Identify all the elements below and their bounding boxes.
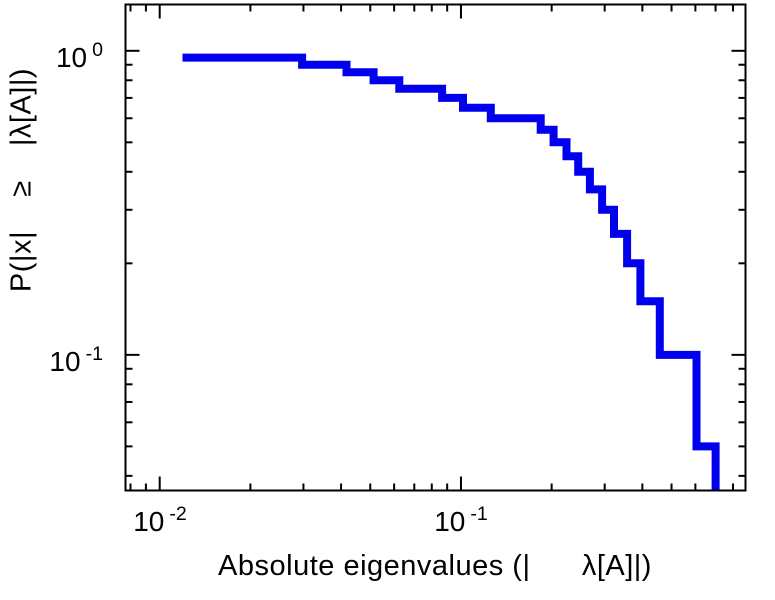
tick-exponent: -2 xyxy=(169,503,187,525)
x-axis-label: Absolute eigenvalues (| λ[A]|) xyxy=(218,550,652,582)
plot-frame xyxy=(124,3,747,492)
tick-exponent: -1 xyxy=(470,503,488,525)
y-tick-label-1e0: 10 0 xyxy=(0,33,103,75)
tick-base: 10 xyxy=(49,345,81,377)
tick-base: 10 xyxy=(434,505,466,537)
axis-ticks xyxy=(125,4,746,491)
x-tick-label-1e-1: 10 -1 xyxy=(434,497,488,539)
tick-exponent: -1 xyxy=(85,343,103,365)
y-axis-label: P(|x| ≥ |λ[A]|) xyxy=(5,67,38,293)
ccdf-step-line xyxy=(182,53,720,491)
x-tick-label-1e-2: 10 -2 xyxy=(133,497,187,539)
tick-base: 10 xyxy=(133,505,165,537)
y-tick-label-1e-1: 10 -1 xyxy=(0,337,103,379)
tick-exponent: 0 xyxy=(92,39,103,61)
tick-base: 10 xyxy=(55,41,88,73)
